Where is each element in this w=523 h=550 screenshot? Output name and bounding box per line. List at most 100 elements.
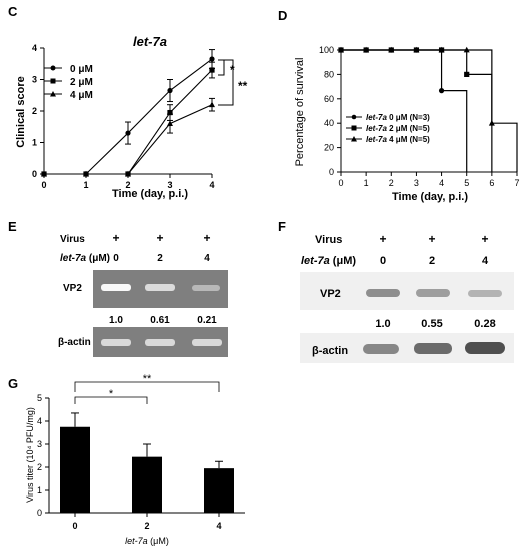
panel-g-sig-1: * xyxy=(109,388,114,400)
y-tick-label: 100 xyxy=(319,45,334,55)
blot-band xyxy=(366,289,400,297)
data-point xyxy=(41,170,47,177)
panel-f-dose-0: 0 xyxy=(380,255,386,267)
panel-d-xlabel: Time (day, p.i.) xyxy=(392,191,468,203)
panel-f-dose-2: 4 xyxy=(482,255,489,267)
y-tick-label: 3 xyxy=(37,439,42,449)
y-tick-label: 2 xyxy=(37,462,42,472)
data-point xyxy=(167,120,173,126)
gel-band xyxy=(192,339,222,346)
legend-triangle-marker xyxy=(50,91,56,97)
panel-e-dose-0: 0 xyxy=(113,253,119,264)
data-point xyxy=(209,67,215,73)
data-point xyxy=(464,71,470,77)
panel-f-band1-label: VP2 xyxy=(320,288,341,300)
gel-band xyxy=(101,284,131,291)
panel-e-ratio-0: 1.0 xyxy=(109,315,123,326)
gel-band xyxy=(101,339,131,346)
panel-c-legend-2: 4 μM xyxy=(70,90,93,101)
panel-c-legend-0: 0 μM xyxy=(70,64,93,75)
blot-band xyxy=(468,290,502,297)
panel-e-band2-label: β-actin xyxy=(58,337,91,348)
x-tick-label: 3 xyxy=(414,178,419,188)
data-point xyxy=(209,56,215,62)
data-point xyxy=(338,46,344,53)
panel-f-ratio-0: 1.0 xyxy=(375,318,390,330)
x-tick-label: 0 xyxy=(338,178,343,188)
panel-d-legend: let-7a 0 μM (N=3) let-7a 2 μM (N=5) let-… xyxy=(346,113,430,144)
panel-f-dose-1: 2 xyxy=(429,255,435,267)
panel-f-letter: F xyxy=(278,219,286,234)
panel-f-virus-mark-0: + xyxy=(379,232,386,246)
x-tick-label: 4 xyxy=(209,180,214,190)
survival-line xyxy=(341,49,518,172)
y-tick-label: 0 xyxy=(32,169,37,179)
y-tick-label: 0 xyxy=(329,167,334,177)
y-tick-label: 40 xyxy=(324,118,334,128)
legend-circle-marker xyxy=(50,65,56,71)
data-point xyxy=(438,46,445,53)
y-tick-label: 4 xyxy=(32,43,37,53)
gel-band xyxy=(192,285,220,291)
y-tick-label: 5 xyxy=(37,393,42,403)
panel-c-legend-1: 2 μM xyxy=(70,77,93,88)
panel-e-virus-mark-0: + xyxy=(112,231,119,245)
gel-band xyxy=(145,339,175,346)
bar xyxy=(60,426,90,513)
y-tick-label: 1 xyxy=(32,138,37,148)
panel-e-dose-1: 2 xyxy=(157,253,163,264)
x-tick-label: 1 xyxy=(364,178,369,188)
data-point xyxy=(438,88,445,94)
legend-square-marker xyxy=(50,78,56,84)
panel-f-treatment-label: let-7a (μM) xyxy=(301,255,356,267)
bar xyxy=(132,456,162,513)
panel-g-xlabel: let-7a (μM) xyxy=(125,536,169,546)
panel-c-plot-area: 0 1 2 3 4 0 1 2 3 4 xyxy=(32,43,215,190)
panel-f-blot: Virus + + + let-7a (μM) 0 2 4 VP2 1.0 0.… xyxy=(300,232,514,363)
panel-f-ratio-1: 0.55 xyxy=(421,318,442,330)
y-tick-label: 2 xyxy=(32,106,37,116)
data-point xyxy=(83,170,89,177)
panel-f-virus-mark-2: + xyxy=(481,232,488,246)
panel-e-treatment-label: let-7a (μM) xyxy=(60,253,110,264)
blot-band xyxy=(416,289,450,297)
blot-band xyxy=(414,343,452,354)
y-tick-label: 1 xyxy=(37,485,42,495)
x-tick-label: 1 xyxy=(83,180,88,190)
panel-g-significance: * ** xyxy=(74,373,220,404)
panel-g-letter: G xyxy=(8,376,19,391)
panel-e-virus-mark-2: + xyxy=(203,231,210,245)
panel-f-virus-mark-1: + xyxy=(428,232,435,246)
bar xyxy=(204,468,234,513)
data-point xyxy=(167,109,173,116)
panel-g-ylabel: Virus titer (10⁴ PFU/mg) xyxy=(25,407,35,503)
panel-d-legend-0: let-7a 0 μM (N=3) xyxy=(366,113,430,122)
panel-f-virus-label: Virus xyxy=(315,234,342,246)
panel-c-xlabel: Time (day, p.i.) xyxy=(112,188,188,200)
data-point xyxy=(167,87,173,94)
panel-d-chart: 0 1 2 3 4 5 6 7 0 20 40 60 80 100 Time (day, p.i.) Pe… xyxy=(294,45,520,203)
panel-c-ylabel: Clinical score xyxy=(15,76,27,148)
data-point xyxy=(363,46,370,53)
blot-band xyxy=(363,344,399,354)
x-tick-label: 2 xyxy=(389,178,394,188)
panel-c-significance: * ** xyxy=(218,59,248,106)
panel-f-ratio-2: 0.28 xyxy=(474,318,495,330)
x-tick-label: 0 xyxy=(72,521,77,531)
x-tick-label: 2 xyxy=(144,521,149,531)
x-tick-label: 7 xyxy=(514,178,519,188)
survival-line xyxy=(341,49,493,172)
panel-e-letter: E xyxy=(8,219,17,234)
panel-c-sig-2: ** xyxy=(238,79,248,93)
y-tick-label: 80 xyxy=(324,69,334,79)
y-tick-label: 0 xyxy=(37,508,42,518)
y-tick-label: 4 xyxy=(37,416,42,426)
data-point xyxy=(413,46,420,53)
panel-g-sig-2: ** xyxy=(143,373,152,385)
x-tick-label: 6 xyxy=(489,178,494,188)
panel-d-plot-area: 0 1 2 3 4 5 6 7 0 20 40 60 80 100 xyxy=(319,45,520,188)
data-point xyxy=(125,170,131,177)
x-tick-label: 5 xyxy=(464,178,469,188)
x-tick-label: 3 xyxy=(167,180,172,190)
